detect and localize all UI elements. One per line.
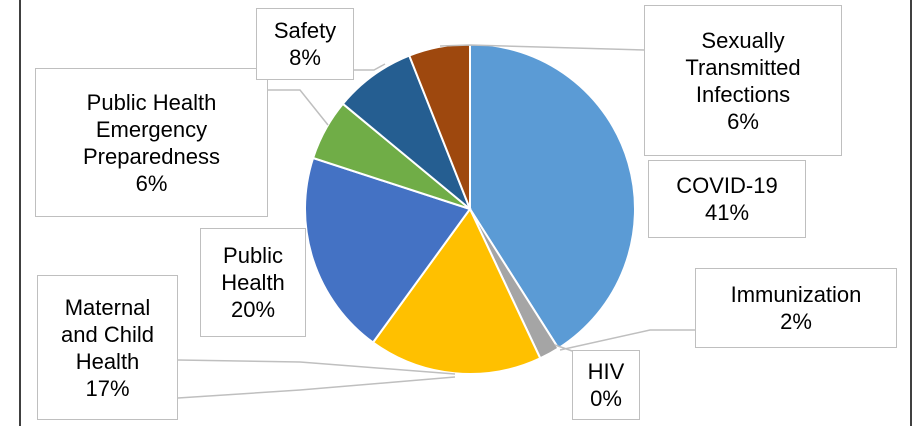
category-label: HIV — [587, 359, 625, 384]
leader-line — [268, 89, 329, 126]
value-label: 41% — [704, 200, 750, 225]
value-label: 0% — [590, 386, 622, 411]
data-label: Safety 8% — [256, 8, 354, 80]
leader-line — [354, 63, 386, 71]
leader-line — [177, 376, 456, 399]
value-label: 17% — [85, 375, 130, 401]
category-label: Public Health — [221, 243, 285, 295]
value-label: 2% — [780, 309, 812, 334]
data-label: COVID-19 41% — [648, 160, 806, 238]
data-label: Immunization 2% — [695, 268, 897, 348]
category-label: Immunization — [730, 282, 862, 307]
category-label: Maternal and Child Health — [61, 294, 154, 374]
leader-line — [559, 329, 695, 351]
category-label: Public Health Emergency Preparedness — [83, 89, 220, 169]
pie-slice — [407, 42, 471, 210]
data-label: Maternal and Child Health 17% — [37, 275, 178, 420]
value-label: 8% — [289, 45, 321, 70]
value-label: 6% — [727, 108, 759, 134]
value-label: 20% — [230, 297, 276, 322]
pie-slice — [371, 207, 542, 375]
data-label: Public Health Emergency Preparedness 6% — [35, 68, 268, 217]
pie — [304, 42, 636, 375]
leader-line — [439, 44, 645, 51]
category-label: COVID-19 — [676, 173, 778, 198]
pie-slice — [304, 156, 472, 344]
category-label: Sexually Transmitted Infections — [685, 27, 801, 107]
value-label: 6% — [135, 170, 168, 196]
leader-line — [177, 359, 456, 375]
data-label: HIV 0% — [572, 350, 640, 420]
data-label: Public Health 20% — [200, 228, 306, 337]
category-label: Safety — [273, 18, 337, 43]
data-label: Sexually Transmitted Infections 6% — [644, 5, 842, 156]
